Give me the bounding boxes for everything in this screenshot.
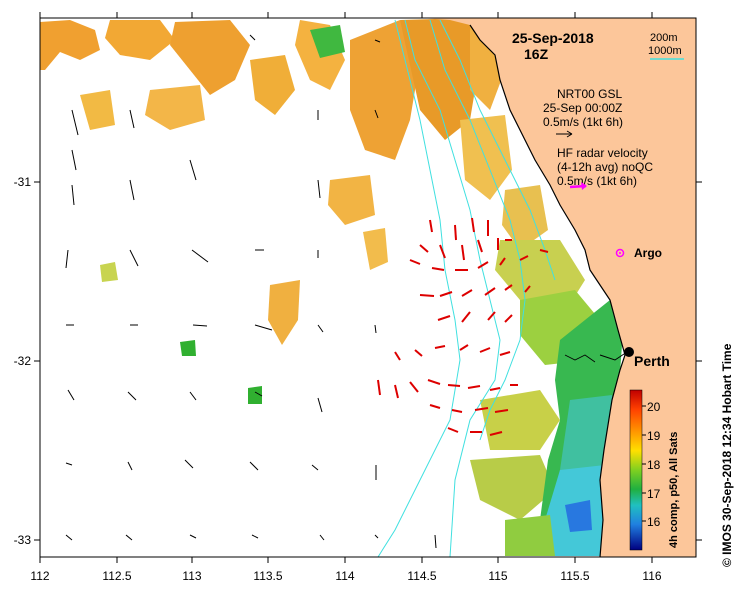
colorbar bbox=[629, 389, 643, 551]
depth-1000-label: 1000m bbox=[648, 45, 682, 57]
y-tick-label: -33 bbox=[14, 533, 32, 547]
x-axis bbox=[39, 12, 653, 563]
x-tick-label: 113.5 bbox=[253, 569, 282, 583]
x-tick-label: 112.5 bbox=[102, 569, 131, 583]
depth-200-label: 200m bbox=[650, 32, 678, 44]
radar-legend-scale: 0.5m/s (1kt 6h) bbox=[557, 174, 637, 188]
radar-legend-title: HF radar velocity bbox=[557, 146, 648, 160]
colorbar-tick-label: 16 bbox=[647, 515, 661, 529]
sst-patches bbox=[40, 18, 622, 556]
perth-marker bbox=[624, 347, 634, 357]
y-tick-label: -32 bbox=[14, 354, 32, 368]
colorbar-tick-label: 20 bbox=[647, 400, 661, 414]
model-current-arrows bbox=[65, 34, 437, 549]
land-area bbox=[420, 18, 696, 557]
perth-label: Perth bbox=[634, 353, 670, 369]
y-axis bbox=[34, 181, 702, 541]
hf-radar-arrows bbox=[377, 217, 549, 436]
plot-frame bbox=[39, 17, 697, 558]
x-tick-labels: 112 112.5 113 113.5 114 114.5 115 115.5 … bbox=[30, 569, 661, 583]
x-tick-label: 115.5 bbox=[560, 569, 589, 583]
map-date: 25-Sep-2018 bbox=[512, 30, 594, 46]
coastline bbox=[469, 24, 626, 557]
x-tick-label: 116 bbox=[642, 569, 661, 583]
colorbar-ticks bbox=[642, 405, 646, 522]
colorbar-tick-label: 19 bbox=[647, 429, 661, 443]
imos-credit: © IMOS 30-Sep-2018 12:34 Hobart Time bbox=[720, 343, 734, 567]
radar-legend-avg: (4-12h avg) noQC bbox=[557, 160, 653, 174]
bathymetry-contours bbox=[377, 19, 556, 557]
model-legend-name: NRT00 GSL bbox=[557, 87, 622, 101]
model-legend-scale: 0.5m/s (1kt 6h) bbox=[543, 115, 623, 129]
y-tick-labels: -31 -32 -33 bbox=[14, 175, 32, 547]
radar-legend-arrow bbox=[569, 182, 587, 190]
map-time: 16Z bbox=[524, 46, 549, 62]
colorbar-tick-label: 18 bbox=[647, 458, 661, 472]
colorbar-caption: 4h comp, p50, All Sats bbox=[668, 432, 680, 548]
model-legend-arrow bbox=[556, 130, 573, 138]
argo-label: Argo bbox=[634, 246, 662, 260]
x-tick-label: 115 bbox=[488, 569, 507, 583]
x-tick-label: 113 bbox=[182, 569, 201, 583]
colorbar-tick-label: 17 bbox=[647, 487, 661, 501]
y-tick-label: -31 bbox=[14, 175, 32, 189]
model-legend-time: 25-Sep 00:00Z bbox=[543, 101, 622, 115]
x-tick-label: 114 bbox=[335, 569, 354, 583]
argo-marker bbox=[615, 248, 625, 258]
x-tick-label: 112 bbox=[30, 569, 49, 583]
x-tick-label: 114.5 bbox=[407, 569, 436, 583]
